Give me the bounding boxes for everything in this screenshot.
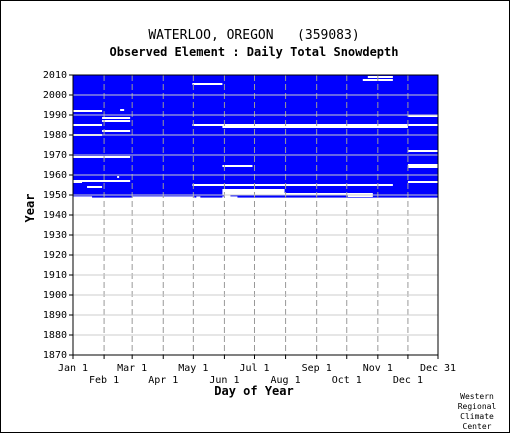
missing-segment [73, 156, 131, 158]
x-tick-label: Aug 1 [271, 375, 301, 386]
missing-segment [222, 191, 285, 193]
missing-segment [222, 196, 238, 199]
credit-line-1: Western [460, 392, 494, 401]
missing-segment [73, 196, 93, 199]
y-tick-label: 1880 [43, 330, 67, 341]
x-tick-label: May 1 [178, 363, 208, 374]
credit-line-3: Climate [460, 412, 494, 421]
missing-segment [407, 181, 438, 183]
y-tick-label: 1940 [43, 210, 67, 221]
missing-segment [367, 76, 393, 78]
y-tick-label: 1980 [43, 130, 67, 141]
y-tick-label: 1890 [43, 310, 67, 321]
y-tick-label: 1970 [43, 150, 67, 161]
x-tick-label: Feb 1 [89, 375, 119, 386]
missing-segment [407, 164, 438, 166]
missing-segment [222, 126, 408, 128]
x-tick-label: Apr 1 [148, 375, 178, 386]
missing-segment [102, 120, 131, 122]
y-tick-label: 1870 [43, 350, 67, 361]
x-tick-label: Nov 1 [363, 363, 393, 374]
axes: 1870 1880 1890 1900 1910 1920 1930 1940 1950 1960… [43, 70, 456, 386]
missing-segment [73, 197, 438, 200]
missing-segment [117, 176, 120, 178]
x-axis-title: Day of Year [214, 384, 293, 398]
missing-segment [192, 124, 408, 126]
y-tick-label: 1920 [43, 250, 67, 261]
y-tick-label: 2000 [43, 90, 67, 101]
missing-segment [102, 117, 131, 119]
missing-segment [73, 124, 103, 126]
missing-segment [196, 196, 201, 199]
credit-line-2: Regional [458, 402, 497, 411]
y-tick-label: 1900 [43, 290, 67, 301]
x-tick-label: Sep 1 [302, 363, 332, 374]
missing-segment [407, 124, 438, 126]
missing-segment [73, 110, 103, 112]
missing-segment [192, 184, 393, 186]
missing-segment [222, 189, 285, 191]
x-tick-label: Mar 1 [117, 363, 147, 374]
plot-area [73, 75, 438, 200]
missing-segment [87, 186, 103, 188]
y-axis-title: Year [23, 194, 37, 223]
credit-line-4: Center [463, 422, 492, 431]
missing-segment [407, 115, 438, 117]
y-tick-label: 1930 [43, 230, 67, 241]
x-tick-label: Jul 1 [239, 363, 269, 374]
y-tick-label: 1910 [43, 270, 67, 281]
missing-segment [102, 130, 131, 132]
missing-segment [73, 180, 131, 182]
chart-title: WATERLOO, OREGON (359083) [148, 28, 359, 43]
x-tick-label: Dec 31 [420, 363, 456, 374]
data-region [73, 75, 438, 199]
missing-segment [222, 193, 373, 195]
missing-segment [407, 166, 438, 168]
y-tick-label: 1960 [43, 170, 67, 181]
x-tick-label: Dec 1 [393, 375, 423, 386]
y-tick-label: 1990 [43, 110, 67, 121]
x-tick-label: Oct 1 [332, 375, 362, 386]
y-tick-label: 2010 [43, 70, 67, 81]
y-tick-label: 1950 [43, 190, 67, 201]
x-tick-label: Jan 1 [58, 363, 88, 374]
chart-subtitle: Observed Element : Daily Total Snowdepth [110, 45, 399, 59]
credit-block: Western Regional Climate Center [458, 392, 497, 431]
missing-segment [192, 83, 223, 85]
x-tick-label: Jun 1 [209, 375, 239, 386]
missing-segment [407, 150, 438, 152]
missing-segment [347, 195, 373, 197]
missing-segment [224, 195, 231, 197]
missing-segment [120, 109, 125, 111]
missing-segment [222, 165, 253, 167]
